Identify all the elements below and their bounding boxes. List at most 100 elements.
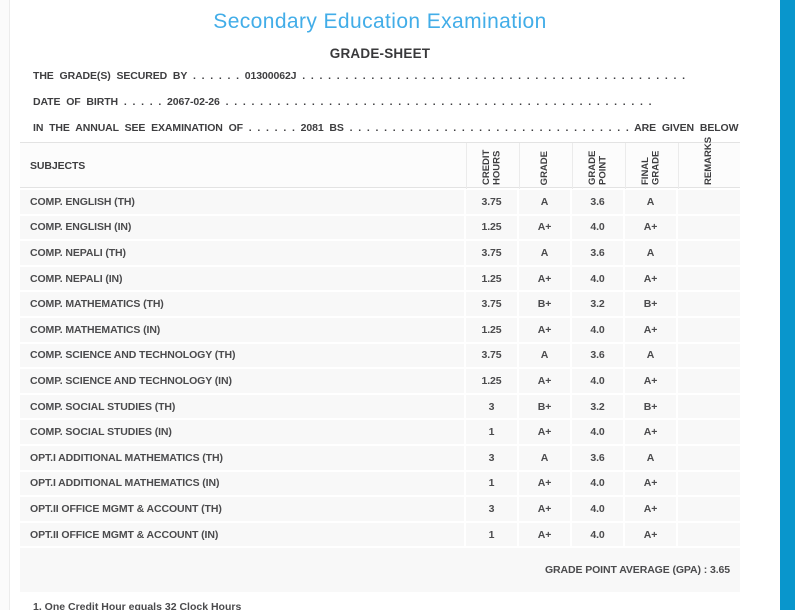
header-grade-point-label: GRADE POINT bbox=[586, 150, 609, 185]
subject-cell: COMP. SCIENCE AND TECHNOLOGY (IN) bbox=[20, 369, 464, 393]
remarks-cell bbox=[678, 394, 740, 419]
examination-year-label: IN THE ANNUAL SEE EXAMINATION OF bbox=[33, 122, 243, 134]
header-grade: GRADE bbox=[519, 143, 570, 189]
grade-point-cell: 4.0 bbox=[572, 471, 623, 496]
grade-point-cell: 4.0 bbox=[572, 215, 623, 240]
header-remarks: REMARKS bbox=[678, 136, 740, 189]
remarks-cell bbox=[678, 497, 740, 521]
examination-year-value: 2081 BS bbox=[300, 122, 344, 134]
remarks-cell bbox=[678, 420, 740, 444]
credit-hours-cell: 3.75 bbox=[466, 343, 517, 368]
table-row: COMP. NEPALI (TH) 3.75 A 3.6 A bbox=[20, 241, 740, 265]
credit-hours-cell: 3.75 bbox=[466, 292, 517, 316]
credit-hours-cell: 1 bbox=[466, 420, 517, 444]
grade-point-cell: 4.0 bbox=[572, 497, 623, 521]
grade-point-cell: 3.6 bbox=[572, 190, 623, 214]
page-title: Secondary Education Examination bbox=[213, 10, 547, 33]
symbol-number-value: 01300062J bbox=[244, 70, 297, 82]
grade-point-cell: 3.6 bbox=[572, 241, 623, 265]
gpa-row: GRADE POINT AVERAGE (GPA) : 3.65 bbox=[20, 548, 740, 593]
header-final-grade: FINAL GRADE bbox=[625, 143, 676, 189]
final-grade-cell: B+ bbox=[625, 394, 676, 419]
credit-hours-cell: 3.75 bbox=[466, 190, 517, 214]
table-body: COMP. ENGLISH (TH) 3.75 A 3.6 A COMP. EN… bbox=[20, 190, 740, 593]
grade-sheet-heading: GRADE-SHEET bbox=[329, 46, 431, 61]
subject-cell: OPT.I ADDITIONAL MATHEMATICS (TH) bbox=[20, 445, 464, 470]
table-row: COMP. MATHEMATICS (TH) 3.75 B+ 3.2 B+ bbox=[20, 292, 740, 316]
grade-point-cell: 3.6 bbox=[572, 445, 623, 470]
table-row: OPT.II OFFICE MGMT & ACCOUNT (TH) 3 A+ 4… bbox=[20, 497, 740, 521]
credit-hours-cell: 1.25 bbox=[466, 369, 517, 393]
table-row: COMP. SOCIAL STUDIES (IN) 1 A+ 4.0 A+ bbox=[20, 420, 740, 444]
remarks-cell bbox=[678, 266, 740, 291]
dot-fill: . . . . . bbox=[123, 96, 162, 108]
subject-cell: COMP. NEPALI (IN) bbox=[20, 266, 464, 291]
grades-secured-label: THE GRADE(S) SECURED BY bbox=[33, 70, 188, 82]
grade-cell: B+ bbox=[519, 292, 570, 316]
final-grade-cell: B+ bbox=[625, 292, 676, 316]
grades-secured-line: THE GRADE(S) SECURED BY . . . . . . 0130… bbox=[20, 63, 740, 89]
grade-cell: A+ bbox=[519, 522, 570, 547]
remarks-cell bbox=[678, 292, 740, 316]
table-row: COMP. SOCIAL STUDIES (TH) 3 B+ 3.2 B+ bbox=[20, 394, 740, 419]
grade-cell: A bbox=[519, 241, 570, 265]
grade-point-cell: 4.0 bbox=[572, 317, 623, 342]
table-row: COMP. SCIENCE AND TECHNOLOGY (IN) 1.25 A… bbox=[20, 369, 740, 393]
remarks-cell bbox=[678, 343, 740, 368]
header-credit-hours: CREDIT HOURS bbox=[466, 143, 517, 189]
subject-cell: COMP. MATHEMATICS (IN) bbox=[20, 317, 464, 342]
remarks-cell bbox=[678, 215, 740, 240]
credit-hour-footnote: 1. One Credit Hour equals 32 Clock Hours bbox=[33, 601, 242, 610]
header-subjects-label: SUBJECTS bbox=[30, 160, 86, 172]
table-row: OPT.II OFFICE MGMT & ACCOUNT (IN) 1 A+ 4… bbox=[20, 522, 740, 547]
scrollbar[interactable] bbox=[780, 0, 795, 610]
grade-cell: A+ bbox=[519, 317, 570, 342]
table-row: OPT.I ADDITIONAL MATHEMATICS (TH) 3 A 3.… bbox=[20, 445, 740, 470]
gpa-label: GRADE POINT AVERAGE (GPA) : 3.65 bbox=[544, 564, 730, 577]
final-grade-cell: A+ bbox=[625, 215, 676, 240]
remarks-cell bbox=[678, 190, 740, 214]
header-grade-point: GRADE POINT bbox=[572, 143, 623, 189]
content-area: Secondary Education Examination GRADE-SH… bbox=[20, 0, 740, 593]
remarks-cell bbox=[678, 369, 740, 393]
grade-cell: A+ bbox=[519, 497, 570, 521]
header-credit-hours-label: CREDIT HOURS bbox=[480, 149, 503, 185]
table-row: COMP. MATHEMATICS (IN) 1.25 A+ 4.0 A+ bbox=[20, 317, 740, 342]
grade-cell: A bbox=[519, 445, 570, 470]
credit-hours-cell: 3 bbox=[466, 445, 517, 470]
subject-cell: OPT.II OFFICE MGMT & ACCOUNT (IN) bbox=[20, 522, 464, 547]
final-grade-cell: A bbox=[625, 343, 676, 368]
date-of-birth-value: 2067-02-26 bbox=[167, 96, 220, 108]
dot-fill: . . . . . . bbox=[192, 70, 239, 82]
remarks-cell bbox=[678, 241, 740, 265]
grade-point-cell: 3.2 bbox=[572, 292, 623, 316]
grade-cell: A+ bbox=[519, 420, 570, 444]
grade-cell: A+ bbox=[519, 369, 570, 393]
final-grade-cell: A bbox=[625, 190, 676, 214]
table-row: COMP. ENGLISH (IN) 1.25 A+ 4.0 A+ bbox=[20, 215, 740, 240]
final-grade-cell: A+ bbox=[625, 497, 676, 521]
final-grade-cell: A bbox=[625, 445, 676, 470]
grade-cell: A+ bbox=[519, 471, 570, 496]
final-grade-cell: A+ bbox=[625, 522, 676, 547]
subject-cell: COMP. SOCIAL STUDIES (IN) bbox=[20, 420, 464, 444]
table-row: COMP. ENGLISH (TH) 3.75 A 3.6 A bbox=[20, 190, 740, 214]
credit-hours-cell: 1 bbox=[466, 471, 517, 496]
table-header-row: SUBJECTS CREDIT HOURS GRADE GRADE POINT … bbox=[20, 136, 740, 189]
grade-point-cell: 4.0 bbox=[572, 266, 623, 291]
table-row: COMP. SCIENCE AND TECHNOLOGY (TH) 3.75 A… bbox=[20, 343, 740, 368]
subject-cell: COMP. SOCIAL STUDIES (TH) bbox=[20, 394, 464, 419]
header-remarks-label: REMARKS bbox=[703, 136, 715, 185]
subject-cell: COMP. MATHEMATICS (TH) bbox=[20, 292, 464, 316]
final-grade-cell: A+ bbox=[625, 266, 676, 291]
subject-cell: COMP. ENGLISH (IN) bbox=[20, 215, 464, 240]
header-subjects: SUBJECTS bbox=[20, 143, 464, 189]
grade-point-cell: 3.2 bbox=[572, 394, 623, 419]
date-of-birth-label: DATE OF BIRTH bbox=[33, 96, 118, 108]
remarks-cell bbox=[678, 445, 740, 470]
credit-hours-cell: 1.25 bbox=[466, 266, 517, 291]
subject-cell: COMP. ENGLISH (TH) bbox=[20, 190, 464, 214]
credit-hours-cell: 3.75 bbox=[466, 241, 517, 265]
final-grade-cell: A+ bbox=[625, 317, 676, 342]
grade-point-cell: 4.0 bbox=[572, 369, 623, 393]
